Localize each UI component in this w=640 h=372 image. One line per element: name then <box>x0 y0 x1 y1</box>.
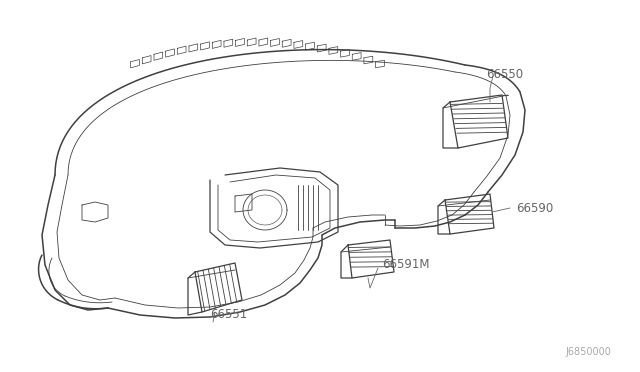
Text: 66591M: 66591M <box>382 259 429 272</box>
Text: J6850000: J6850000 <box>565 347 611 357</box>
Text: 66551: 66551 <box>210 308 247 321</box>
Text: 66590: 66590 <box>516 202 553 215</box>
Text: 66550: 66550 <box>486 68 523 81</box>
